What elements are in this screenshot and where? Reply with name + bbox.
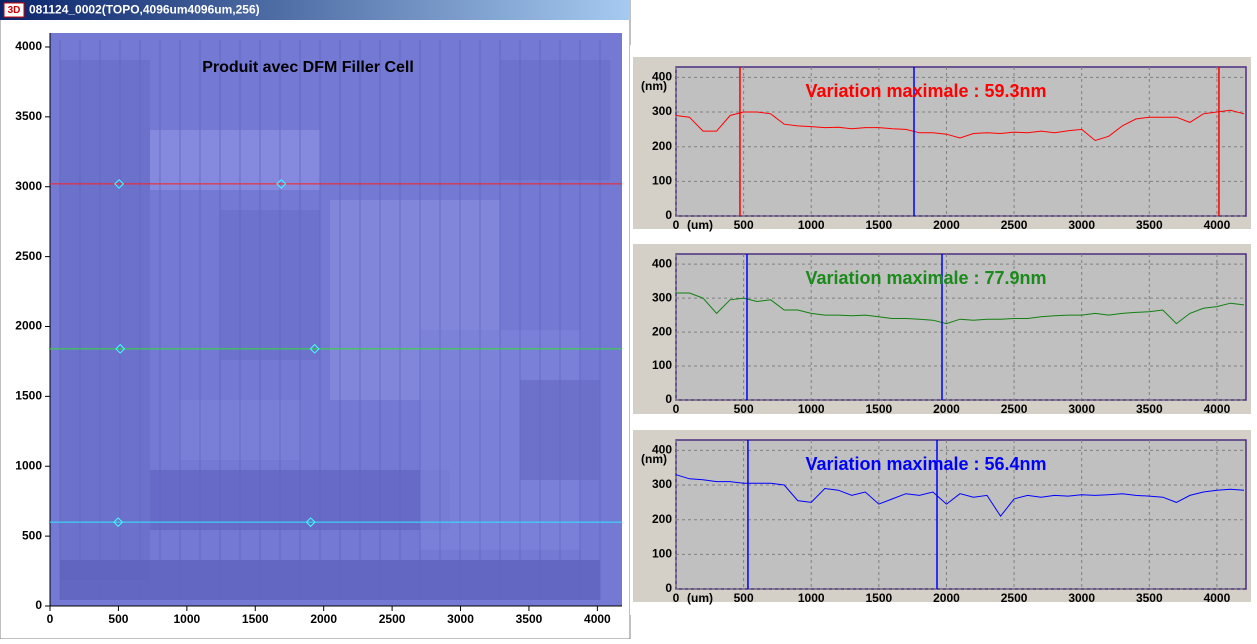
plot-area [675, 66, 1247, 217]
y-tick-label: 3000 [15, 179, 42, 193]
y-tick-label: 1000 [15, 458, 42, 472]
window-icon: 3D [8, 5, 21, 16]
y-tick-label: 3500 [15, 109, 42, 123]
y-tick-label: 0 [665, 581, 672, 595]
y-tick-label: 500 [22, 528, 42, 542]
y-tick-label: 400 [652, 256, 672, 270]
cut-marker [114, 178, 125, 189]
x-tick-label: 500 [734, 402, 754, 416]
x-tick-label: 3500 [1136, 218, 1163, 232]
x-tick-label: 500 [734, 218, 754, 232]
x-tick-label: 2500 [379, 612, 406, 626]
y-tick-label: 0 [35, 598, 42, 612]
cut-marker [305, 517, 316, 528]
y-tick-label: 300 [652, 477, 672, 491]
plot-area [675, 253, 1247, 401]
x-tick-label: 3500 [516, 612, 543, 626]
x-tick-label: 1500 [865, 591, 892, 605]
profile-line [675, 109, 1245, 142]
x-tick-label: 0 [673, 218, 680, 232]
x-tick-label: 1500 [865, 402, 892, 416]
y-tick-label: 1500 [15, 389, 42, 403]
x-tick-label: 2000 [933, 591, 960, 605]
x-tick-label: 1000 [798, 218, 825, 232]
x-tick-label: 1500 [865, 218, 892, 232]
image-title: Produit avec DFM Filler Cell [202, 59, 414, 76]
y-tick-label: 200 [652, 324, 672, 338]
y-tick-label: 2500 [15, 249, 42, 263]
x-tick-label: 3000 [1068, 402, 1095, 416]
x-tick-label: 3000 [1068, 218, 1095, 232]
y-tick-label: 100 [652, 174, 672, 188]
y-tick-label: 0 [665, 392, 672, 406]
x-tick-label: 2000 [310, 612, 337, 626]
x-tick-label: 0 [47, 612, 54, 626]
cut-marker [276, 178, 287, 189]
x-tick-label: 3000 [1068, 591, 1095, 605]
x-tick-label: 3500 [1136, 591, 1163, 605]
profile-line [676, 292, 1245, 325]
texture [59, 40, 610, 600]
y-tick-label: 400 [652, 70, 672, 84]
annotation: Variation maximale : 56.4nm [805, 454, 1046, 474]
x-tick-label: 1500 [242, 612, 269, 626]
x-tick-label: 2000 [933, 218, 960, 232]
y-unit: (nm) [641, 79, 667, 93]
x-tick-label: 500 [734, 591, 754, 605]
x-tick-label: 2500 [1001, 218, 1028, 232]
y-tick-label: 200 [652, 139, 672, 153]
window-icon-box [3, 2, 25, 18]
x-tick-label: 0 [673, 591, 680, 605]
y-tick-label: 400 [652, 443, 672, 457]
y-unit: (nm) [641, 452, 667, 466]
y-tick-label: 200 [652, 512, 672, 526]
texture-block [220, 210, 320, 360]
texture-block [150, 130, 320, 190]
y-tick-label: 100 [652, 358, 672, 372]
y-tick-label: 4000 [15, 39, 42, 53]
x-tick-label: 0 [673, 402, 680, 416]
x-tick-label: 2500 [1001, 591, 1028, 605]
x-tick-label: 4000 [584, 612, 611, 626]
y-tick-label: 100 [652, 547, 672, 561]
y-tick-label: 2000 [15, 319, 42, 333]
cut-marker [309, 343, 320, 354]
texture-block [150, 470, 450, 530]
annotation: Variation maximale : 77.9nm [805, 268, 1046, 288]
x-tick-label: 4000 [1204, 218, 1231, 232]
x-unit: (um) [687, 591, 713, 605]
texture-block [520, 380, 600, 480]
texture-block [90, 250, 140, 550]
x-tick-label: 2000 [933, 402, 960, 416]
x-tick-label: 4000 [1204, 591, 1231, 605]
texture-block [180, 400, 300, 460]
profile-line [675, 474, 1245, 518]
y-tick-label: 0 [665, 208, 672, 222]
cut-marker [113, 517, 124, 528]
x-tick-label: 1000 [798, 402, 825, 416]
y-tick-label: 300 [652, 104, 672, 118]
x-tick-label: 4000 [1204, 402, 1231, 416]
x-unit: (um) [687, 218, 713, 232]
x-tick-label: 1000 [798, 591, 825, 605]
cut-marker [115, 343, 126, 354]
x-tick-label: 3500 [1136, 402, 1163, 416]
texture-block [60, 560, 600, 600]
y-tick-label: 300 [652, 290, 672, 304]
x-tick-label: 1000 [173, 612, 200, 626]
x-tick-label: 3000 [447, 612, 474, 626]
annotation: Variation maximale : 59.3nm [805, 81, 1046, 101]
x-tick-label: 500 [108, 612, 128, 626]
x-tick-label: 2500 [1001, 402, 1028, 416]
texture-block [500, 60, 610, 180]
title-bar [0, 0, 630, 20]
window-title: 081124_0002(TOPO,4096um4096um,256) [29, 3, 260, 17]
